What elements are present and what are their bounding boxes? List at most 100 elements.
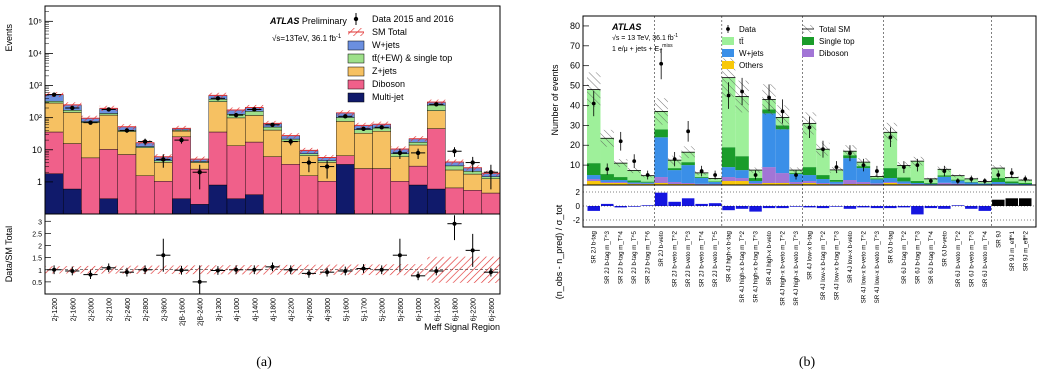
panel-b-stack-bar [883,182,898,184]
panel-a-stack-bar [117,154,137,215]
panel-b-stack-bar [883,178,898,183]
panel-b-stack-bar [1018,183,1032,185]
panel-b-y-tick-label: 40 [570,100,580,110]
panel-a-ratio-point [197,279,202,284]
panel-a-x-tick-label: 4j-1000 [234,298,241,321]
panel-a-x-tick-label: 5j-2000 [380,298,387,321]
panel-b-legend-label: tt̄ [739,37,744,46]
panel-a-legend: ATLAS Preliminary √s=13TeV, 36.1 fb-1 Da… [269,13,454,103]
panel-a-x-tick-label: 6j-1800 [453,298,460,321]
legend-swatch [347,53,365,64]
panel-a-x-tick-label: 2j-2000 [89,298,96,321]
panel-b-pull-bar [722,206,735,211]
panel-a-stack-bar [372,131,392,169]
panel-a-data-point [306,160,312,165]
panel-b-x-tick-label: SR 4J high-x b-tag [726,230,733,282]
panel-b-stack-bar [681,165,695,184]
panel-b-stack-bar [667,170,682,183]
panel-a-stack-bar [63,112,82,144]
panel-a-ratio-point [452,221,457,226]
panel-b-stack-bar [829,181,844,184]
panel-b-stack-bar [627,180,641,183]
legend-swatch [722,61,734,69]
panel-b-caption: (b) [799,355,816,370]
panel-a-data-point [161,157,166,162]
panel-b-stack-bar [627,182,641,184]
panel-b-pull-bar [897,206,911,208]
panel-b-stack-bar [708,181,722,183]
panel-b-data-point [901,165,906,170]
panel-a-data-point [324,164,330,169]
panel-b-x-tick-label: SR 4J high-x b-veto m_T^3 [793,230,800,305]
panel-b-legend-label: Others [739,61,763,70]
panel-a-atlas-label: ATLAS Preliminary [269,16,347,26]
panel-b-stack-bar [816,183,830,185]
panel-b-data-point [659,61,664,66]
panel-b-stack-bar [951,183,965,185]
panel-b-x-tick-label: SR 4J low-x b-veto m_T^2 [860,230,867,303]
panel-b-data-point [794,173,798,177]
panel-a-ratio-point [488,270,493,275]
legend-data-marker [353,16,359,22]
panel-b-stack-bar [600,182,614,184]
panel-b-pull-bar [816,206,830,209]
panel-b-stack-bar [681,183,695,185]
panel-a-data-point [142,139,148,144]
panel-a-stack-bar [281,164,301,215]
panel-b-data-point [969,177,974,181]
panel-b-x-tick-label: SR 4J high-x b-veto [766,230,773,285]
panel-b-y-label: Number of events [550,64,560,136]
panel-b-x-tick-label: SR 6J b-veto m_T^2 [955,230,962,287]
panel-b-stack-bar [694,183,709,185]
panel-b-y-tick-label: 20 [570,140,580,150]
panel-b-x-tick-label: SR 4J high-x b-veto m_T^2 [780,230,787,305]
panel-b-stack-bar [897,177,911,182]
panel-b-x-tick-label: SR 2J b-veto m_T^4 [699,230,706,287]
panel-b-stack-bar [735,170,749,179]
panel-a-data-point [361,126,366,131]
panel-a-stack-bar [81,157,100,215]
panel-b-pull-bar [830,206,843,207]
panel-b-energy-label: √s = 13 TeV, 36.1 fb-1 [612,33,678,42]
panel-a-stack-bar [263,129,282,157]
legend-swatch [802,37,814,45]
panel-a-ratio-frame [44,213,501,295]
panel-b-stack-bar [654,137,668,178]
panel-b-stack-bar [587,175,601,180]
panel-b-y-tick-label: 70 [570,41,580,51]
panel-b-x-tick-label: SR 2J b-veto m_T^5 [712,230,719,287]
panel-b-x-tick-label: SR 9J [995,231,1002,248]
panel-b-data-point [807,125,812,130]
panel-b-stack-bar [829,183,844,185]
panel-a-ratio-point [234,267,239,272]
panel-b: SR 2J b-tag SR 2J b-tag m_T^3 SR 2J b-tag … [550,15,1037,370]
panel-b-stack-bar [856,182,871,185]
panel-a-legend-label: W+jets [372,40,400,50]
panel-b-x-tick-label: SR 4J high-x b-tag m_T^3 [753,230,760,302]
panel-a-data-point [197,170,202,175]
panel-b-y-tick-label: 80 [570,21,580,31]
panel-a-y-tick-label: 10⁴ [28,48,42,58]
panel-a-y-tick-label: 10² [29,113,42,123]
panel-a-stack-bar [445,165,464,171]
legend-swatch [347,79,365,90]
panel-b-pull-bar [857,206,870,208]
panel-b-data-point [888,135,893,140]
panel-b-data-point [834,165,839,170]
panel-a-x-label: Meff Signal Region [424,322,500,332]
panel-b-data-point [821,147,825,152]
panel-b-x-tick-label: SR 4J low-x b-tag m_T^3 [833,230,840,300]
panel-a-legend-label: Multi-jet [372,92,404,102]
panel-b-stack-bar [870,183,884,185]
panel-a-stack-bar [244,115,264,143]
panel-b-x-tick-label: SR 6J b-veto m_T^4 [982,230,989,287]
panel-b-y-tick-label: 30 [570,120,580,130]
panel-b-stack-bar [829,179,844,182]
panel-a-stack-bar [408,165,428,186]
panel-b-x-tick-label: SR 2J b-tag [591,230,598,263]
panel-b-stack-bar [587,163,601,176]
panel-a-stack-bar [99,114,118,150]
panel-a-ratio-tick-label: 1.5 [32,256,42,263]
panel-b-pull-bar [600,203,614,206]
panel-a-ratio-point [161,253,166,258]
